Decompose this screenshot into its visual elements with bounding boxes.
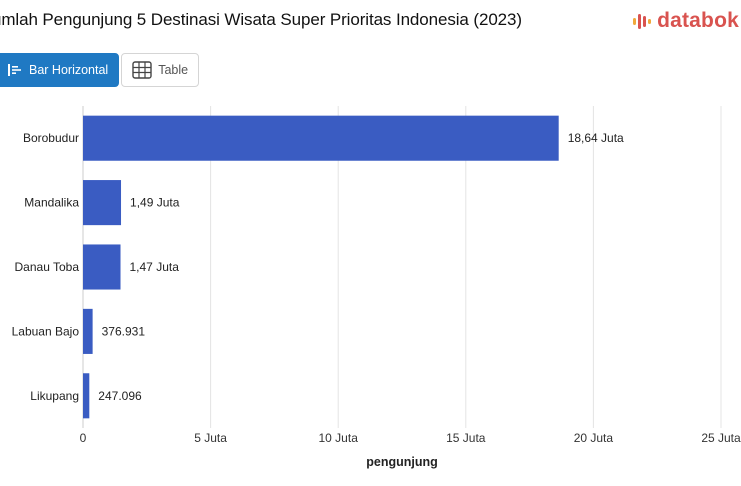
chart-title: umlah Pengunjung 5 Destinasi Wisata Supe…	[0, 10, 522, 29]
x-tick-label: 10 Juta	[319, 431, 359, 445]
bar-value-label: 376.931	[102, 324, 146, 338]
databoks-logo-icon	[633, 14, 652, 29]
table-button[interactable]: Table	[121, 53, 200, 87]
x-tick-label: 5 Juta	[194, 431, 227, 445]
bar-value-label: 1,47 Juta	[130, 260, 180, 274]
value-labels: 18,64 Juta 1,49 Juta 1,47 Juta 376.931 247.0…	[98, 131, 624, 403]
view-toggle: Bar Horizontal Table	[0, 53, 200, 87]
bar[interactable]	[83, 115, 559, 161]
category-label: Likupang	[30, 389, 79, 403]
databoks-logo: databok	[631, 9, 739, 33]
bar-value-label: 1,49 Juta	[130, 196, 180, 210]
bar-horizontal-icon	[8, 64, 21, 76]
bar[interactable]	[83, 180, 122, 226]
x-tick-label: 0	[80, 431, 87, 445]
category-label: Labuan Bajo	[12, 324, 80, 338]
category-label: Mandalika	[24, 196, 79, 210]
bar[interactable]	[83, 244, 121, 290]
category-label: Borobudur	[23, 131, 79, 145]
brand-name: databok	[657, 9, 739, 32]
bars	[83, 115, 559, 419]
bar-horizontal-label: Bar Horizontal	[29, 63, 109, 77]
bar-horizontal-button[interactable]: Bar Horizontal	[0, 53, 120, 87]
category-label: Danau Toba	[15, 260, 80, 274]
bar-value-label: 247.096	[98, 389, 142, 403]
x-axis-ticks: 0 5 Juta 10 Juta 15 Juta 20 Juta 25 Juta	[80, 431, 741, 445]
bar[interactable]	[83, 373, 90, 419]
bar-value-label: 18,64 Juta	[568, 131, 624, 145]
x-axis-label: pengunjung	[366, 455, 438, 469]
x-tick-label: 20 Juta	[574, 431, 614, 445]
grid-lines	[82, 106, 722, 428]
table-icon	[132, 61, 152, 79]
x-tick-label: 15 Juta	[446, 431, 486, 445]
x-tick-label: 25 Juta	[701, 431, 741, 445]
table-label: Table	[158, 63, 189, 77]
category-labels: Borobudur Mandalika Danau Toba Labuan Bajo L…	[12, 131, 80, 403]
bar[interactable]	[83, 308, 93, 354]
